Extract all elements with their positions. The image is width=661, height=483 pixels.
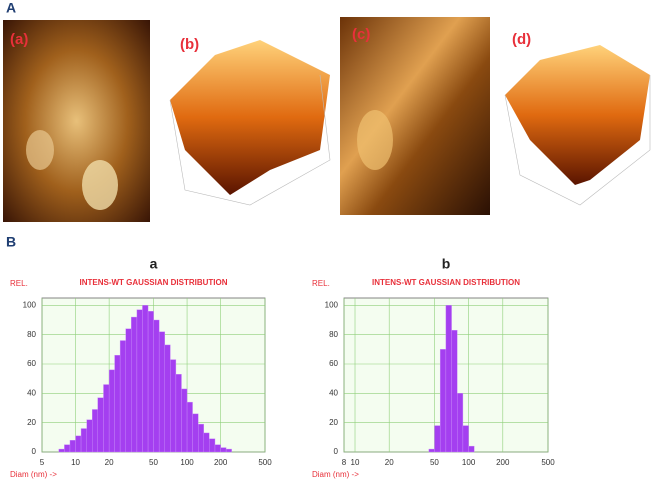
bar — [181, 388, 188, 453]
bar — [147, 311, 154, 453]
x-axis-label: Diam (nm) -> — [312, 470, 359, 479]
image-label: (c) — [352, 26, 370, 43]
x-tick-label: 500 — [541, 458, 555, 467]
chart-heading: b — [442, 256, 451, 272]
x-tick-label: 200 — [214, 458, 228, 467]
y-axis-label: REL. — [10, 279, 28, 288]
afm-surface — [505, 45, 650, 185]
bar — [136, 309, 143, 453]
bar — [198, 423, 204, 453]
bar — [451, 330, 458, 453]
afm-image — [26, 130, 54, 170]
x-tick-label: 500 — [258, 458, 272, 467]
y-tick-label: 100 — [325, 300, 339, 309]
x-tick-label: 50 — [430, 458, 439, 467]
y-tick-label: 100 — [23, 300, 37, 309]
bar — [468, 445, 475, 453]
afm-image — [340, 17, 490, 215]
chart-heading: a — [150, 256, 158, 272]
bar — [119, 340, 126, 453]
bar — [114, 355, 121, 453]
bar — [209, 438, 216, 453]
bar — [86, 419, 93, 453]
y-tick-label: 80 — [27, 330, 36, 339]
afm-image — [357, 110, 393, 170]
bar — [69, 440, 76, 453]
x-axis-label: Diam (nm) -> — [10, 470, 57, 479]
bar — [462, 425, 469, 453]
bar — [92, 409, 98, 453]
x-tick-label: 8 — [342, 458, 347, 467]
bar — [153, 319, 160, 453]
bar — [220, 447, 227, 453]
bar — [97, 397, 104, 453]
x-tick-label: 100 — [462, 458, 476, 467]
bar — [225, 448, 232, 453]
bar — [186, 401, 193, 453]
bar — [428, 448, 435, 453]
y-tick-label: 0 — [32, 447, 37, 456]
panel-label: A — [6, 0, 16, 16]
x-tick-label: 20 — [105, 458, 114, 467]
x-tick-label: 100 — [180, 458, 194, 467]
x-tick-label: 50 — [149, 458, 158, 467]
y-tick-label: 40 — [329, 388, 338, 397]
y-tick-label: 60 — [27, 359, 36, 368]
y-tick-label: 20 — [27, 418, 36, 427]
bar — [203, 432, 210, 453]
bar — [80, 428, 87, 453]
image-label: (b) — [180, 36, 199, 53]
y-tick-label: 80 — [329, 330, 338, 339]
y-tick-label: 40 — [27, 388, 36, 397]
afm-surface — [170, 40, 330, 195]
afm-image — [82, 160, 118, 210]
bar — [125, 328, 132, 453]
y-tick-label: 60 — [329, 359, 338, 368]
bar — [131, 316, 138, 453]
afm-axes — [504, 75, 651, 206]
bar — [434, 425, 441, 453]
y-tick-label: 0 — [334, 447, 339, 456]
y-tick-label: 20 — [329, 418, 338, 427]
image-label: (d) — [512, 31, 531, 48]
chart-title: INTENS-WT GAUSSIAN DISTRIBUTION — [372, 278, 520, 287]
bar — [64, 444, 71, 453]
x-tick-label: 200 — [496, 458, 510, 467]
bar — [445, 305, 452, 453]
x-tick-label: 10 — [351, 458, 360, 467]
bar — [214, 444, 221, 453]
bar — [103, 384, 110, 453]
x-tick-label: 5 — [40, 458, 45, 467]
bar — [158, 331, 165, 453]
bar — [164, 344, 171, 453]
bar — [457, 393, 464, 453]
x-tick-label: 10 — [71, 458, 80, 467]
bar — [108, 369, 115, 453]
bar — [439, 349, 447, 453]
bar — [75, 435, 82, 453]
afm-axes — [169, 74, 331, 206]
panel-label: B — [6, 234, 16, 250]
y-axis-label: REL. — [312, 279, 330, 288]
bar — [58, 448, 65, 453]
bar — [170, 359, 177, 453]
chart-title: INTENS-WT GAUSSIAN DISTRIBUTION — [80, 278, 228, 287]
bar — [175, 374, 182, 453]
afm-image — [3, 20, 150, 222]
image-label: (a) — [10, 31, 28, 48]
bar — [192, 413, 199, 453]
bar — [142, 305, 149, 453]
x-tick-label: 20 — [385, 458, 394, 467]
